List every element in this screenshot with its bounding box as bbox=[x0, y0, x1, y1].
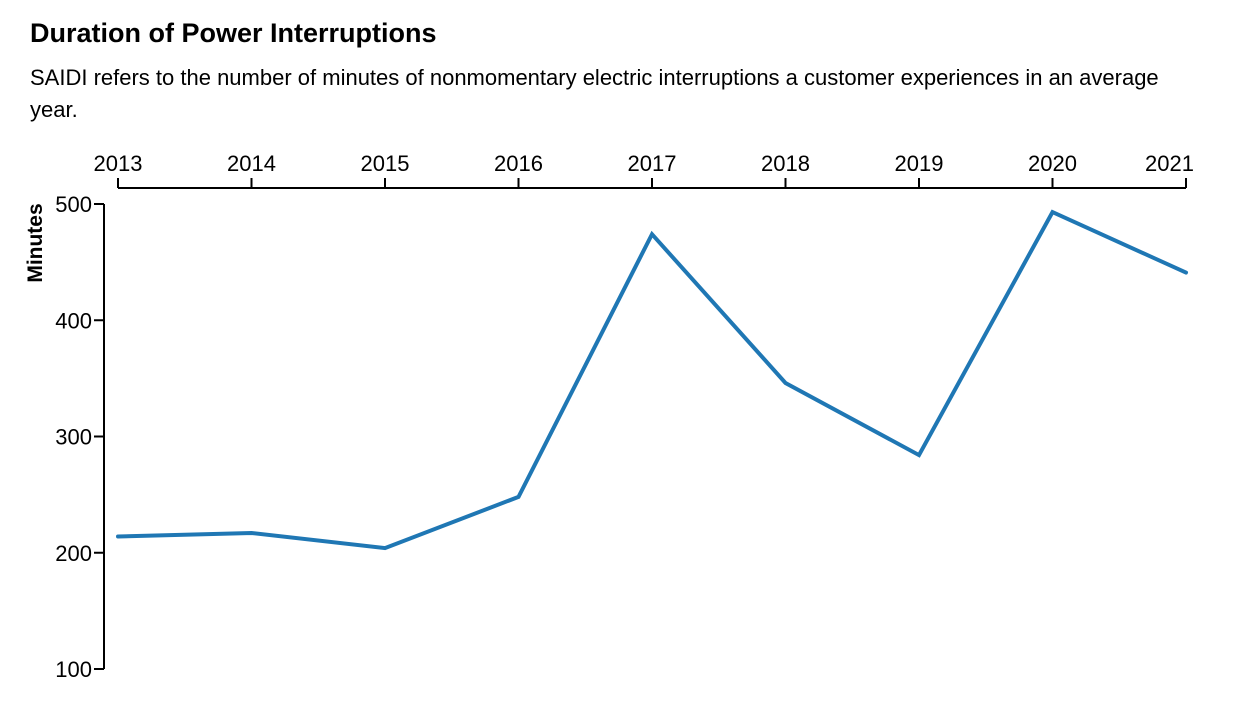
x-tick-label-2013: 2013 bbox=[94, 151, 143, 176]
x-tick-label-2019: 2019 bbox=[895, 151, 944, 176]
y-tick-label-500: 500 bbox=[55, 192, 92, 217]
chart-title: Duration of Power Interruptions bbox=[30, 18, 437, 48]
y-axis-title: Minutes bbox=[24, 203, 47, 282]
y-tick-label-100: 100 bbox=[55, 657, 92, 682]
x-axis: 2013 2014 2015 2016 2017 2018 2019 2020 2021 bbox=[94, 151, 1194, 189]
series-line-0 bbox=[116, 209, 1188, 551]
x-tick-label-2014: 2014 bbox=[227, 151, 276, 176]
x-tick-label-2018: 2018 bbox=[761, 151, 810, 176]
y-tick-label-200: 200 bbox=[55, 541, 92, 566]
y-tick-label-300: 300 bbox=[55, 425, 92, 450]
x-tick-label-2017: 2017 bbox=[628, 151, 677, 176]
x-tick-label-2015: 2015 bbox=[361, 151, 410, 176]
y-tick-label-400: 400 bbox=[55, 308, 92, 333]
plot-area bbox=[116, 209, 1188, 551]
x-tick-label-2016: 2016 bbox=[494, 151, 543, 176]
x-tick-label-2021: 2021 bbox=[1145, 151, 1194, 176]
x-tick-label-2020: 2020 bbox=[1028, 151, 1077, 176]
y-axis: 100 200 300 400 500 bbox=[55, 192, 105, 682]
chart-subtitle: SAIDI refers to the number of minutes of… bbox=[30, 65, 1159, 122]
